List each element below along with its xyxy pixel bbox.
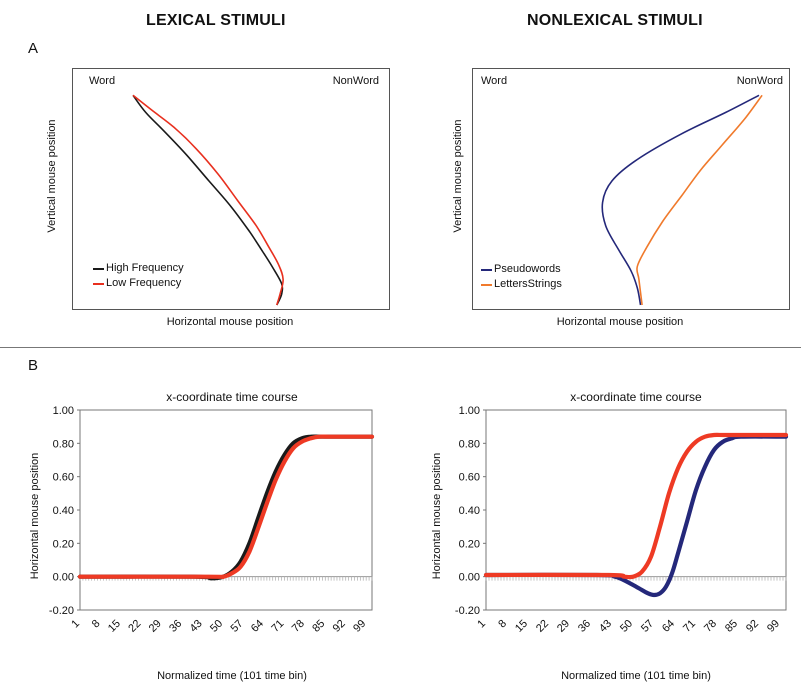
x-tick-label: 1 <box>475 618 488 631</box>
corner-label-word: Word <box>89 75 116 87</box>
legend-label: LettersStrings <box>494 278 562 290</box>
x-tick-label: 50 <box>618 618 635 635</box>
y-tick-label: 0.00 <box>53 572 74 584</box>
series-line-0 <box>77 434 375 581</box>
x-axis-label-a-right: Horizontal mouse position <box>556 316 684 328</box>
panel-label-b: B <box>28 357 39 374</box>
y-tick-label: -0.20 <box>49 605 74 617</box>
trajectory-line-1 <box>636 94 763 306</box>
trajectory-svg-nonlexical <box>601 94 763 306</box>
y-tick-label: 0.60 <box>459 472 480 484</box>
corner-label-nonword: NonWord <box>736 75 783 87</box>
legend-item-letters-strings: LettersStrings <box>481 277 562 292</box>
legend-swatch <box>93 267 104 270</box>
y-tick-label: 0.60 <box>53 472 74 484</box>
chart-title-b-right: x-coordinate time course <box>570 390 702 404</box>
legend-item-high-frequency: High Frequency <box>93 261 184 276</box>
corner-label-word: Word <box>481 75 508 87</box>
x-tick-label: 36 <box>167 618 184 635</box>
trajectory-line-1 <box>132 94 284 306</box>
header-lexical: LEXICAL STIMULI <box>146 12 286 29</box>
x-tick-label: 29 <box>147 618 164 635</box>
time-course-chart-lexical: 1.00 0.80 0.60 0.40 0.20 0.00 -0.201 8 15 22 29 36 4… <box>49 405 375 635</box>
chart-title-b-left: x-coordinate time course <box>166 390 298 404</box>
legend-nonlexical: Pseudowords LettersStrings <box>481 262 562 292</box>
x-tick-label: 78 <box>702 618 719 635</box>
x-tick-label: 92 <box>331 618 348 635</box>
x-tick-label: 57 <box>228 618 245 635</box>
x-tick-label: 22 <box>126 618 143 635</box>
x-tick-label: 57 <box>639 618 656 635</box>
x-tick-label: 43 <box>597 618 614 635</box>
y-tick-label: 0.00 <box>459 572 480 584</box>
x-axis-label-b-left: Normalized time (101 time bin) <box>157 670 307 682</box>
y-tick-label: 0.20 <box>459 538 480 550</box>
y-axis-label-a-right: Vertical mouse position <box>452 119 464 233</box>
x-tick-label: 99 <box>765 618 782 635</box>
y-axis-label-a-left: Vertical mouse position <box>46 119 58 233</box>
legend-label: Low Frequency <box>106 277 182 289</box>
trajectory-svg-lexical <box>132 94 284 306</box>
series-line-1 <box>77 434 375 580</box>
y-tick-label: 0.40 <box>53 505 74 517</box>
legend-label: High Frequency <box>106 262 184 274</box>
series-line-1 <box>483 432 789 580</box>
y-tick-label: 0.20 <box>53 538 74 550</box>
x-tick-label: 22 <box>534 618 551 635</box>
x-tick-label: 99 <box>351 618 368 635</box>
series-line-0 <box>483 434 789 598</box>
legend-item-low-frequency: Low Frequency <box>93 276 184 291</box>
x-tick-label: 64 <box>660 618 677 635</box>
corner-label-nonword: NonWord <box>332 75 379 87</box>
panel-divider <box>0 347 801 348</box>
x-tick-label: 92 <box>744 618 761 635</box>
y-tick-label: 0.80 <box>53 438 74 450</box>
x-tick-label: 64 <box>249 618 266 635</box>
y-tick-label: 0.40 <box>459 505 480 517</box>
x-tick-label: 43 <box>188 618 205 635</box>
x-axis-label-a-left: Horizontal mouse position <box>166 316 294 328</box>
x-tick-label: 85 <box>310 618 327 635</box>
legend-swatch <box>481 268 492 271</box>
x-tick-label: 71 <box>269 618 286 635</box>
x-tick-label: 15 <box>513 618 530 635</box>
x-axis-label-b-right: Normalized time (101 time bin) <box>561 670 711 682</box>
x-tick-label: 36 <box>576 618 593 635</box>
y-tick-label: 0.80 <box>459 438 480 450</box>
trajectory-line-0 <box>601 94 760 306</box>
legend-lexical: High Frequency Low Frequency <box>93 261 184 291</box>
x-tick-label: 78 <box>290 618 307 635</box>
trajectory-plot-nonlexical: Word NonWord Pseudowords LettersStrings <box>472 68 790 310</box>
legend-item-pseudowords: Pseudowords <box>481 262 562 277</box>
x-tick-label: 29 <box>555 618 572 635</box>
x-tick-label: 15 <box>106 618 123 635</box>
y-tick-label: -0.20 <box>455 605 480 617</box>
x-tick-label: 71 <box>681 618 698 635</box>
x-tick-label: 8 <box>496 618 509 631</box>
legend-label: Pseudowords <box>494 263 561 275</box>
y-tick-label: 1.00 <box>459 405 480 417</box>
y-tick-label: 1.00 <box>53 405 74 417</box>
x-tick-label: 50 <box>208 618 225 635</box>
time-course-chart-nonlexical: 1.00 0.80 0.60 0.40 0.20 0.00 -0.201 8 15 22 29 36 4… <box>455 405 789 635</box>
panel-label-a: A <box>28 40 39 57</box>
header-nonlexical: NONLEXICAL STIMULI <box>527 12 703 29</box>
x-tick-label: 8 <box>90 618 103 631</box>
x-tick-label: 85 <box>723 618 740 635</box>
trajectory-plot-lexical: Word NonWord High Frequency Low Frequenc… <box>72 68 390 310</box>
legend-swatch <box>481 283 492 286</box>
legend-swatch <box>93 282 104 285</box>
x-tick-label: 1 <box>69 618 82 631</box>
